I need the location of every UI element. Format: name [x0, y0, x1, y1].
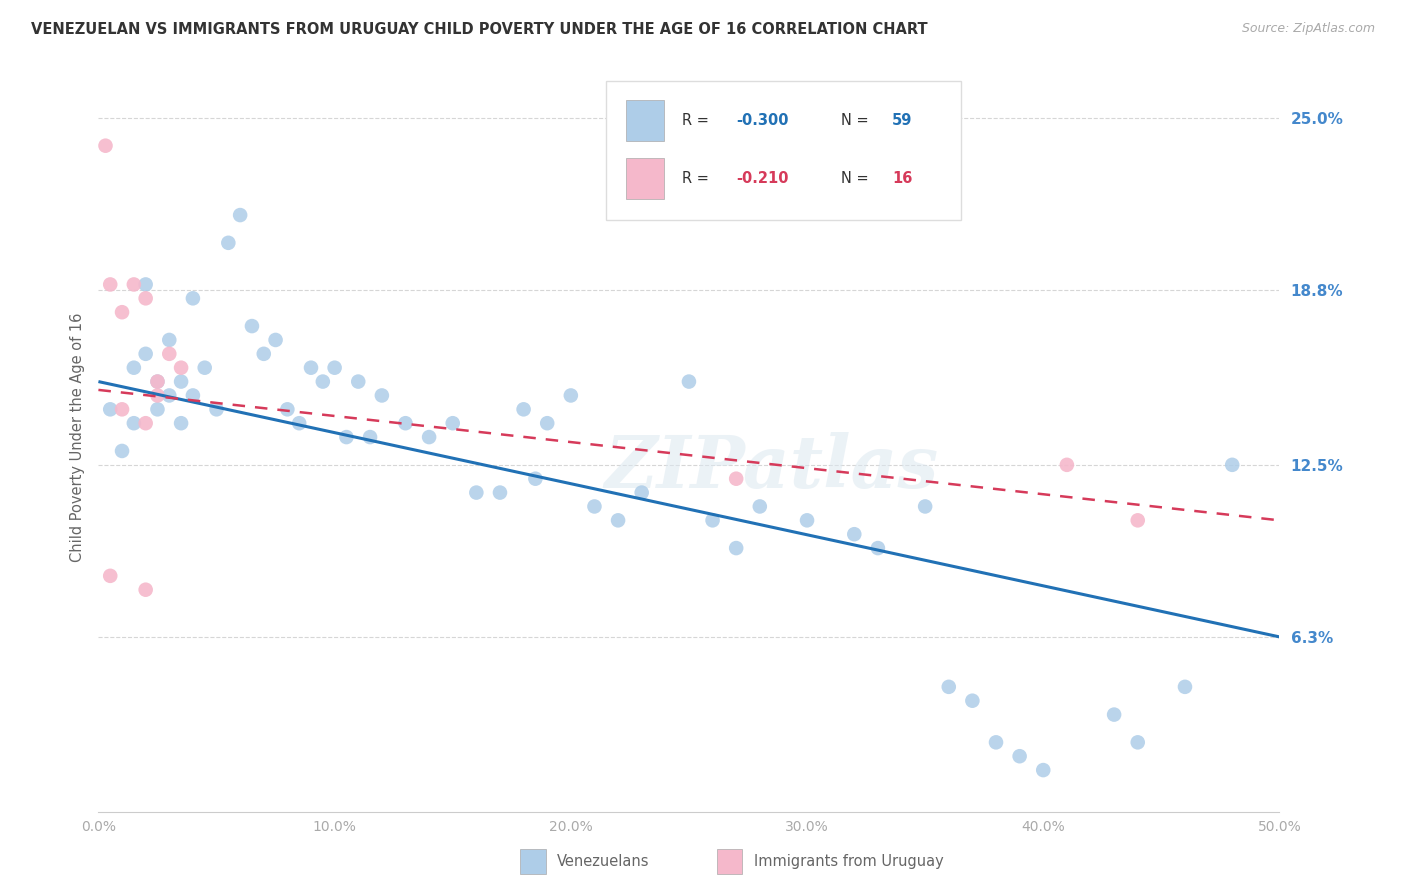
Point	[914, 500, 936, 514]
Point	[1126, 513, 1149, 527]
Point	[702, 513, 724, 527]
Point	[135, 416, 157, 430]
Text: N =: N =	[841, 171, 873, 186]
Point	[347, 375, 370, 389]
Point	[796, 513, 818, 527]
Point	[146, 402, 169, 417]
Point	[630, 485, 652, 500]
Text: Venezuelans: Venezuelans	[557, 854, 650, 869]
Text: R =: R =	[682, 113, 713, 128]
Point	[844, 527, 866, 541]
Point	[253, 347, 276, 361]
Point	[170, 375, 193, 389]
Point	[323, 360, 346, 375]
Point	[678, 375, 700, 389]
Point	[111, 402, 134, 417]
Point	[335, 430, 357, 444]
Point	[441, 416, 464, 430]
Point	[1008, 749, 1031, 764]
Text: Immigrants from Uruguay: Immigrants from Uruguay	[754, 854, 943, 869]
Point	[607, 513, 630, 527]
Point	[98, 277, 121, 292]
Point	[135, 582, 157, 597]
Point	[240, 319, 263, 334]
Point	[157, 333, 180, 347]
Point	[1126, 735, 1149, 749]
FancyBboxPatch shape	[626, 100, 664, 142]
FancyBboxPatch shape	[626, 158, 664, 199]
Text: -0.300: -0.300	[737, 113, 789, 128]
Point	[984, 735, 1007, 749]
Text: VENEZUELAN VS IMMIGRANTS FROM URUGUAY CHILD POVERTY UNDER THE AGE OF 16 CORRELAT: VENEZUELAN VS IMMIGRANTS FROM URUGUAY CH…	[31, 22, 928, 37]
Point	[725, 472, 748, 486]
Point	[560, 388, 582, 402]
Point	[122, 416, 145, 430]
Point	[394, 416, 416, 430]
Point	[98, 402, 121, 417]
Point	[312, 375, 335, 389]
Point	[583, 500, 606, 514]
Point	[264, 333, 287, 347]
Point	[170, 416, 193, 430]
Point	[111, 305, 134, 319]
Text: Source: ZipAtlas.com: Source: ZipAtlas.com	[1241, 22, 1375, 36]
Point	[135, 291, 157, 305]
Point	[229, 208, 252, 222]
FancyBboxPatch shape	[606, 81, 960, 219]
Point	[299, 360, 322, 375]
Point	[359, 430, 381, 444]
Point	[1056, 458, 1078, 472]
Text: -0.210: -0.210	[737, 171, 789, 186]
Point	[512, 402, 534, 417]
Text: N =: N =	[841, 113, 873, 128]
Point	[111, 444, 134, 458]
Point	[1174, 680, 1197, 694]
Point	[194, 360, 217, 375]
Point	[418, 430, 440, 444]
Point	[465, 485, 488, 500]
Text: 16: 16	[891, 171, 912, 186]
Point	[1032, 763, 1054, 777]
Point	[146, 375, 169, 389]
Point	[276, 402, 298, 417]
Point	[122, 360, 145, 375]
Point	[217, 235, 239, 250]
Point	[205, 402, 228, 417]
Point	[122, 277, 145, 292]
Point	[725, 541, 748, 555]
Text: R =: R =	[682, 171, 713, 186]
Point	[489, 485, 512, 500]
Point	[866, 541, 889, 555]
Point	[135, 277, 157, 292]
Point	[748, 500, 770, 514]
Point	[135, 347, 157, 361]
Point	[524, 472, 547, 486]
Point	[536, 416, 558, 430]
Point	[146, 388, 169, 402]
Point	[288, 416, 311, 430]
Point	[962, 694, 984, 708]
Point	[181, 291, 204, 305]
Point	[1220, 458, 1243, 472]
Y-axis label: Child Poverty Under the Age of 16: Child Poverty Under the Age of 16	[69, 312, 84, 562]
Point	[1102, 707, 1125, 722]
Point	[371, 388, 394, 402]
Point	[181, 388, 204, 402]
Point	[157, 388, 180, 402]
Text: 59: 59	[891, 113, 912, 128]
Point	[94, 138, 117, 153]
Point	[170, 360, 193, 375]
Text: ZIPatlas: ZIPatlas	[605, 432, 939, 502]
Point	[146, 375, 169, 389]
Point	[938, 680, 960, 694]
Point	[98, 569, 121, 583]
Point	[157, 347, 180, 361]
